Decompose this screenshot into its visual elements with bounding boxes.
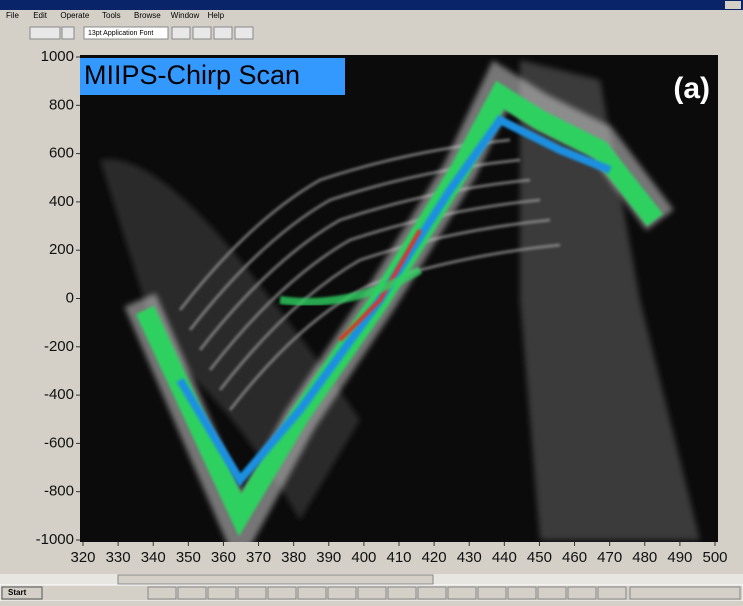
y-tick-label: -600 bbox=[44, 434, 74, 451]
y-tick-label: 0 bbox=[66, 289, 74, 306]
annotation: (a) bbox=[673, 72, 710, 105]
resize-button[interactable] bbox=[214, 27, 232, 39]
x-tick-label: 390 bbox=[316, 549, 341, 566]
y-tick-label: -1000 bbox=[36, 531, 74, 548]
menu: File Edit Operate Tools Browse Window Help bbox=[6, 11, 225, 20]
task-button bbox=[598, 587, 626, 599]
font-selector-text: 13pt Application Font bbox=[88, 30, 153, 37]
menu-item[interactable]: Edit bbox=[33, 11, 48, 20]
menu-item[interactable]: Window bbox=[171, 11, 200, 20]
task-button bbox=[568, 587, 596, 599]
distribute-button[interactable] bbox=[193, 27, 211, 39]
x-tick-label: 340 bbox=[141, 549, 166, 566]
task-button bbox=[478, 587, 506, 599]
task-button bbox=[388, 587, 416, 599]
menu-item[interactable]: Browse bbox=[134, 11, 161, 20]
window: File Edit Operate Tools Browse Window Help 13p… bbox=[0, 0, 743, 601]
x-tick-label: 370 bbox=[246, 549, 271, 566]
menu-item[interactable]: Help bbox=[208, 11, 225, 20]
y-tick-label: 400 bbox=[49, 193, 74, 210]
menu-item[interactable]: Operate bbox=[60, 11, 89, 20]
x-tick-label: 500 bbox=[702, 549, 727, 566]
x-tick-label: 440 bbox=[492, 549, 517, 566]
scroll-thumb[interactable] bbox=[118, 575, 433, 584]
x-tick-label: 360 bbox=[211, 549, 236, 566]
align-button[interactable] bbox=[172, 27, 190, 39]
task-button bbox=[298, 587, 326, 599]
x-tick-label: 410 bbox=[386, 549, 411, 566]
y-tick-label: 800 bbox=[49, 96, 74, 113]
y-tick-label: -400 bbox=[44, 386, 74, 403]
chart-title: MIIPS-Chirp Scan bbox=[84, 60, 300, 90]
x-tick-label: 470 bbox=[597, 549, 622, 566]
reorder-button[interactable] bbox=[235, 27, 253, 39]
task-button bbox=[508, 587, 536, 599]
task-button bbox=[268, 587, 296, 599]
menu-item[interactable]: File bbox=[6, 11, 19, 20]
y-tick-label: 200 bbox=[49, 241, 74, 258]
x-tick-label: 350 bbox=[176, 549, 201, 566]
y-tick-label: 1000 bbox=[41, 48, 74, 65]
task-button bbox=[418, 587, 446, 599]
task-button bbox=[328, 587, 356, 599]
y-tick-label: -200 bbox=[44, 338, 74, 355]
task-button bbox=[178, 587, 206, 599]
system-tray bbox=[630, 587, 740, 599]
title-bar bbox=[0, 0, 743, 10]
x-tick-label: 450 bbox=[527, 549, 552, 566]
x-tick-label: 330 bbox=[106, 549, 131, 566]
task-button bbox=[448, 587, 476, 599]
task-button bbox=[358, 587, 386, 599]
x-tick-label: 430 bbox=[457, 549, 482, 566]
y-tick-label: -800 bbox=[44, 483, 74, 500]
x-tick-label: 490 bbox=[667, 549, 692, 566]
menu-item[interactable]: Tools bbox=[102, 11, 121, 20]
task-button bbox=[538, 587, 566, 599]
x-tick-label: 480 bbox=[632, 549, 657, 566]
x-tick-label: 400 bbox=[351, 549, 376, 566]
y-tick-label: 600 bbox=[49, 145, 74, 162]
task-button bbox=[208, 587, 236, 599]
run-buttons[interactable] bbox=[30, 27, 60, 39]
start-text: Start bbox=[8, 588, 27, 597]
x-tick-label: 320 bbox=[70, 549, 95, 566]
x-tick-label: 460 bbox=[562, 549, 587, 566]
x-tick-label: 380 bbox=[281, 549, 306, 566]
close-button[interactable] bbox=[725, 1, 741, 9]
task-button bbox=[148, 587, 176, 599]
x-tick-label: 420 bbox=[422, 549, 447, 566]
page: {"window": {"menu": ["File", "Edit", "Op… bbox=[0, 0, 743, 601]
task-button bbox=[238, 587, 266, 599]
pause-button[interactable] bbox=[62, 27, 74, 39]
